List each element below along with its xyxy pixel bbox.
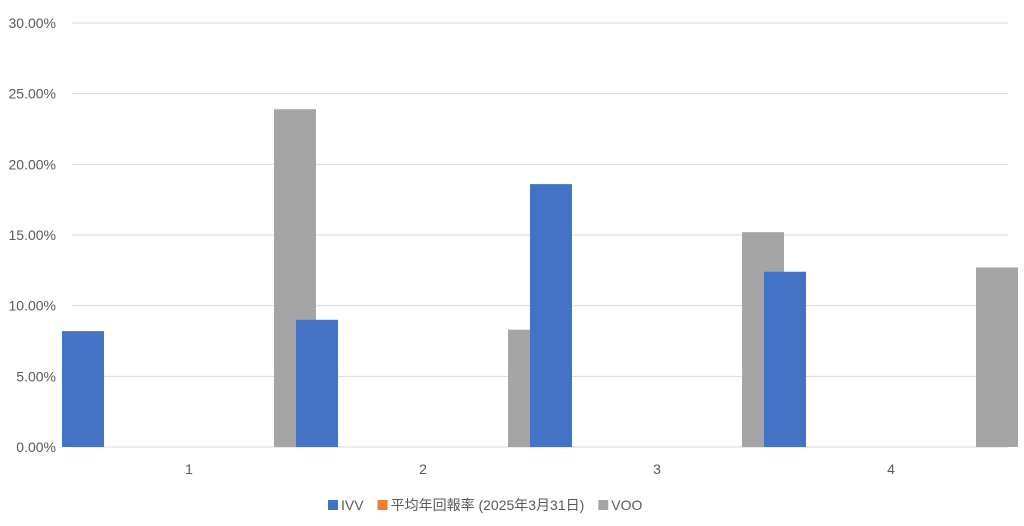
legend-label: IVV xyxy=(341,497,364,513)
y-tick-label: 20.00% xyxy=(9,156,56,172)
legend-swatch xyxy=(598,500,609,510)
legend-label: VOO xyxy=(611,497,642,513)
bar xyxy=(62,331,104,447)
bar xyxy=(296,319,338,447)
y-tick-label: 0.00% xyxy=(16,439,56,455)
x-tick-label: 1 xyxy=(185,461,193,477)
y-tick-label: 5.00% xyxy=(16,368,56,384)
x-tick-label: 3 xyxy=(653,461,661,477)
x-tick-label: 4 xyxy=(887,461,895,477)
y-tick-label: 15.00% xyxy=(9,227,56,243)
x-tick-label: 2 xyxy=(419,461,427,477)
bar xyxy=(530,184,572,447)
legend: IVV 平均年回報率 (2025年3月31日) VOO xyxy=(328,497,643,513)
bar xyxy=(764,271,806,447)
x-axis-ticks: 1 2 3 4 xyxy=(185,461,895,477)
y-tick-label: 10.00% xyxy=(9,298,56,314)
legend-swatch xyxy=(328,500,338,510)
y-tick-label: 25.00% xyxy=(9,86,56,102)
legend-label: 平均年回報率 (2025年3月31日) xyxy=(391,497,585,513)
bar xyxy=(976,267,1018,447)
y-tick-label: 30.00% xyxy=(9,15,56,31)
bars xyxy=(62,109,1018,448)
legend-swatch xyxy=(377,500,388,510)
y-axis-ticks: 0.00% 5.00% 10.00% 15.00% 20.00% 25.00% 30.00% xyxy=(9,15,56,455)
